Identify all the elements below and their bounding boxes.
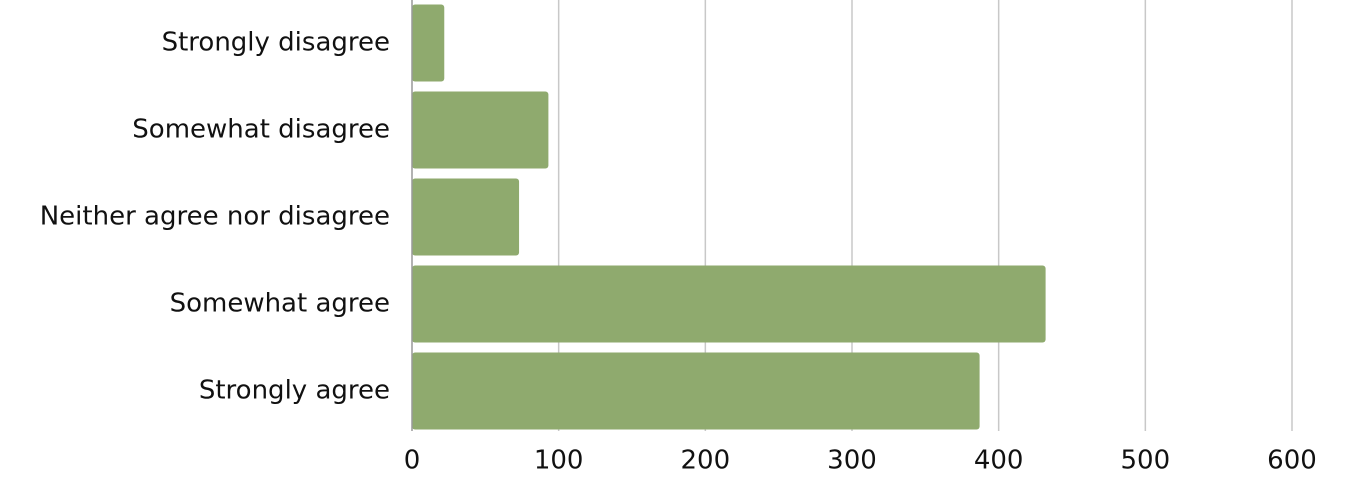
x-tick-label: 100	[534, 446, 584, 476]
y-tick-label: Somewhat disagree	[132, 115, 390, 145]
bar	[412, 91, 549, 169]
x-tick-label: 0	[404, 446, 421, 476]
x-tick-label: 200	[681, 446, 731, 476]
y-tick-label: Somewhat agree	[170, 289, 390, 319]
bar	[412, 4, 445, 82]
bar	[412, 352, 980, 430]
x-tick-label: 500	[1121, 446, 1171, 476]
y-tick-label: Strongly agree	[199, 376, 390, 406]
x-tick-label: 600	[1267, 446, 1317, 476]
x-tick-label: 400	[974, 446, 1024, 476]
y-tick-label: Neither agree nor disagree	[40, 202, 390, 232]
x-tick-label: 300	[827, 446, 877, 476]
bar	[412, 178, 520, 256]
bar	[412, 265, 1046, 343]
y-tick-label: Strongly disagree	[162, 28, 390, 58]
